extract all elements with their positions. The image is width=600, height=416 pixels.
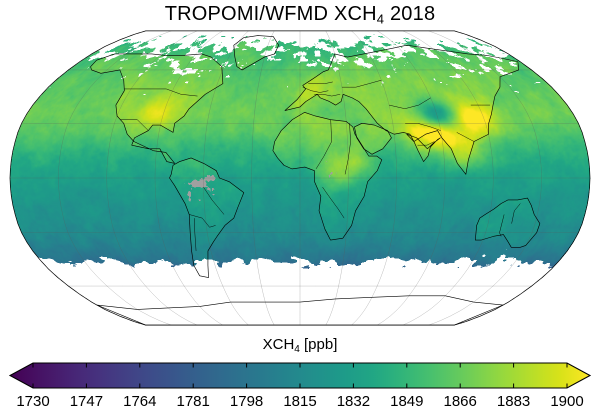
title-year: 2018: [384, 3, 436, 25]
colorbar-tick-label: 1798: [229, 393, 264, 410]
colorbar-tick-labels: 1730 1747 1764 1781 1798 1815 1832 1849 1866 1883…: [0, 392, 600, 414]
colorbar-tick-label: 1866: [443, 393, 477, 410]
colorbar-label-main: XCH: [262, 336, 295, 353]
colorbar-label-subscript: 4: [294, 343, 300, 355]
map-panel: [8, 28, 592, 328]
colorbar-gradient: [0, 360, 600, 392]
colorbar-tick-label: 1883: [496, 393, 531, 410]
colorbar-tick-label: 1832: [336, 393, 371, 410]
colorbar-tick-label: 1747: [69, 393, 104, 410]
colorbar-tick-label: 1849: [390, 393, 424, 410]
title-main: TROPOMI/WFMD XCH: [164, 3, 377, 25]
colorbar-tick-label: 1815: [283, 393, 317, 410]
colorbar-tick-label: 1730: [16, 393, 50, 410]
colorbar-label-units: [ppb]: [299, 336, 338, 353]
colorbar-label: XCH4 [ppb]: [0, 336, 600, 359]
xch4-global-map: [8, 28, 592, 328]
colorbar-tick-label: 1900: [550, 393, 584, 410]
colorbar-tick-label: 1781: [176, 393, 210, 410]
colorbar-tick-label: 1764: [123, 393, 157, 410]
page-title: TROPOMI/WFMD XCH4 2018: [0, 2, 600, 32]
colorbar: [0, 360, 600, 392]
title-subscript: 4: [376, 11, 385, 27]
